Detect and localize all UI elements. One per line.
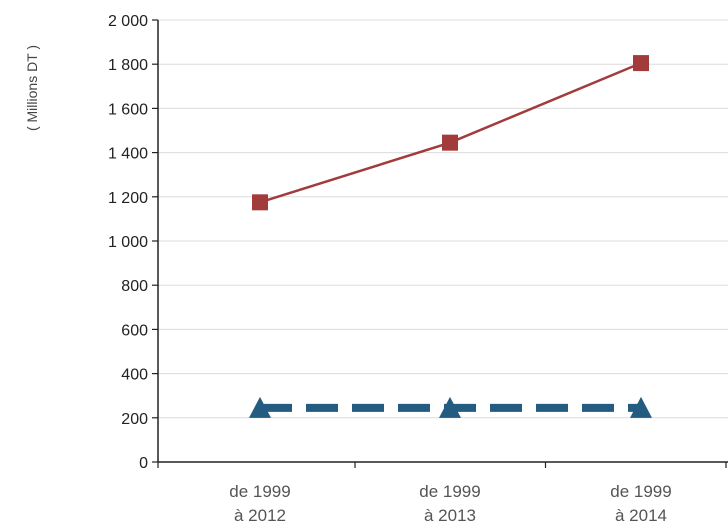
x-tick-label: de 1999 [229, 482, 290, 501]
y-tick-label: 800 [121, 278, 148, 295]
y-tick-label: 1 000 [108, 234, 148, 251]
x-tick-label: à 2012 [234, 506, 286, 525]
y-axis-title: ( Millions DT ) [24, 45, 40, 131]
y-tick-label: 400 [121, 367, 148, 384]
y-tick-label: 1 400 [108, 146, 148, 163]
series-markers [249, 55, 652, 418]
x-tick-label: à 2013 [424, 506, 476, 525]
series-lines [260, 63, 641, 408]
y-tick-label: 1 800 [108, 57, 148, 74]
x-tick-label: à 2014 [615, 506, 667, 525]
y-tick-label: 200 [121, 411, 148, 428]
data-point-square [633, 55, 649, 71]
series-line [260, 63, 641, 202]
y-tick-label: 0 [139, 455, 148, 472]
y-tick-label: 1 600 [108, 101, 148, 118]
data-point-square [442, 135, 458, 151]
y-tick-labels: 0 200 400 600 800 1 000 1 200 1 400 1 600 1 800 2 … [108, 13, 148, 472]
x-tick-label: de 1999 [419, 482, 480, 501]
x-tick-label: de 1999 [610, 482, 671, 501]
x-tick-labels: de 1999 à 2012 de 1999 à 2013 de 1999 à 2014 [229, 482, 671, 525]
gridlines [158, 20, 728, 418]
y-tick-label: 600 [121, 322, 148, 339]
y-tick-label: 2 000 [108, 13, 148, 30]
data-point-square [252, 194, 268, 210]
y-tick-label: 1 200 [108, 190, 148, 207]
